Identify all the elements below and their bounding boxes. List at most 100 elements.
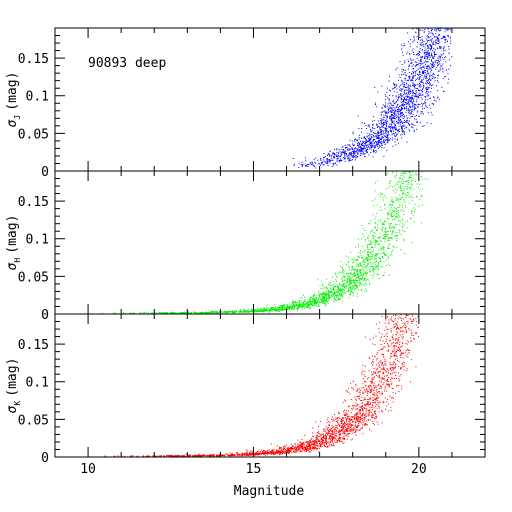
data-point xyxy=(349,275,350,277)
data-point xyxy=(416,83,418,85)
data-point xyxy=(184,455,186,457)
data-point xyxy=(374,241,376,243)
data-point xyxy=(356,286,358,287)
data-point xyxy=(384,342,385,344)
y-tick-label: 0.15 xyxy=(18,195,49,210)
data-point xyxy=(296,307,298,309)
data-point xyxy=(388,274,390,276)
data-point xyxy=(413,338,415,340)
data-point xyxy=(433,57,435,59)
data-point xyxy=(396,216,398,218)
data-point xyxy=(378,263,380,265)
data-point xyxy=(387,213,389,215)
data-point xyxy=(399,216,401,218)
data-point xyxy=(352,268,354,270)
data-point xyxy=(311,301,312,303)
data-point xyxy=(373,273,375,274)
data-point xyxy=(412,123,414,125)
data-point xyxy=(333,285,335,287)
data-point xyxy=(325,287,327,289)
data-point xyxy=(378,126,380,128)
data-point xyxy=(375,260,377,262)
data-point xyxy=(341,301,343,303)
data-point xyxy=(409,117,411,119)
data-point xyxy=(162,312,164,314)
data-point xyxy=(383,105,385,107)
data-point xyxy=(367,254,369,256)
data-point xyxy=(392,202,394,203)
data-point xyxy=(425,105,427,107)
data-point xyxy=(415,32,417,33)
data-point xyxy=(284,445,286,447)
data-point xyxy=(356,408,358,410)
data-point xyxy=(372,237,374,238)
data-point xyxy=(422,83,424,85)
data-point xyxy=(393,227,395,229)
data-point xyxy=(198,312,200,314)
data-point xyxy=(333,301,335,303)
data-point xyxy=(411,103,413,105)
data-point xyxy=(287,307,289,309)
data-point xyxy=(205,454,207,456)
data-point xyxy=(447,36,449,38)
data-point xyxy=(295,305,297,307)
data-point xyxy=(361,419,363,421)
data-point xyxy=(361,371,363,373)
data-point xyxy=(382,197,384,199)
data-point xyxy=(396,99,398,101)
data-point xyxy=(395,345,397,347)
data-point xyxy=(231,311,233,313)
data-point xyxy=(312,446,313,448)
data-point xyxy=(409,106,411,108)
data-point xyxy=(366,284,368,286)
data-point xyxy=(383,139,384,141)
data-point xyxy=(392,95,394,97)
data-point xyxy=(267,307,269,309)
data-point xyxy=(380,249,382,251)
data-point xyxy=(356,284,358,286)
data-point xyxy=(350,160,352,161)
data-point xyxy=(393,114,395,116)
data-point xyxy=(322,297,324,299)
data-point xyxy=(424,102,426,104)
data-point xyxy=(417,74,419,76)
data-point xyxy=(415,90,417,92)
data-point xyxy=(356,273,358,275)
data-point xyxy=(347,426,349,428)
data-point xyxy=(398,129,400,131)
data-point xyxy=(430,123,432,125)
data-point xyxy=(213,311,214,312)
data-point xyxy=(380,131,382,133)
data-point xyxy=(395,200,397,202)
data-point xyxy=(301,300,303,302)
data-point xyxy=(358,144,360,146)
data-point xyxy=(375,152,377,154)
data-point xyxy=(333,292,335,294)
data-point xyxy=(369,282,371,284)
data-point xyxy=(384,111,386,113)
data-point xyxy=(226,454,228,456)
data-point xyxy=(408,104,410,106)
data-point xyxy=(411,50,413,52)
data-point xyxy=(229,311,231,313)
data-point xyxy=(401,197,403,199)
data-point xyxy=(409,84,411,86)
data-point xyxy=(381,134,383,136)
data-point xyxy=(349,282,351,284)
data-point xyxy=(392,137,394,139)
data-point xyxy=(424,74,426,76)
data-point xyxy=(397,103,399,105)
data-point xyxy=(323,294,325,296)
data-point xyxy=(366,257,368,259)
data-point xyxy=(293,307,295,309)
data-point xyxy=(389,213,391,215)
data-point xyxy=(405,180,407,182)
data-point xyxy=(354,159,356,161)
data-point xyxy=(344,285,346,287)
data-point xyxy=(371,144,373,146)
data-point xyxy=(372,145,374,147)
data-point xyxy=(402,183,404,185)
data-point xyxy=(423,103,425,105)
data-point xyxy=(409,196,411,198)
data-point xyxy=(380,258,381,260)
